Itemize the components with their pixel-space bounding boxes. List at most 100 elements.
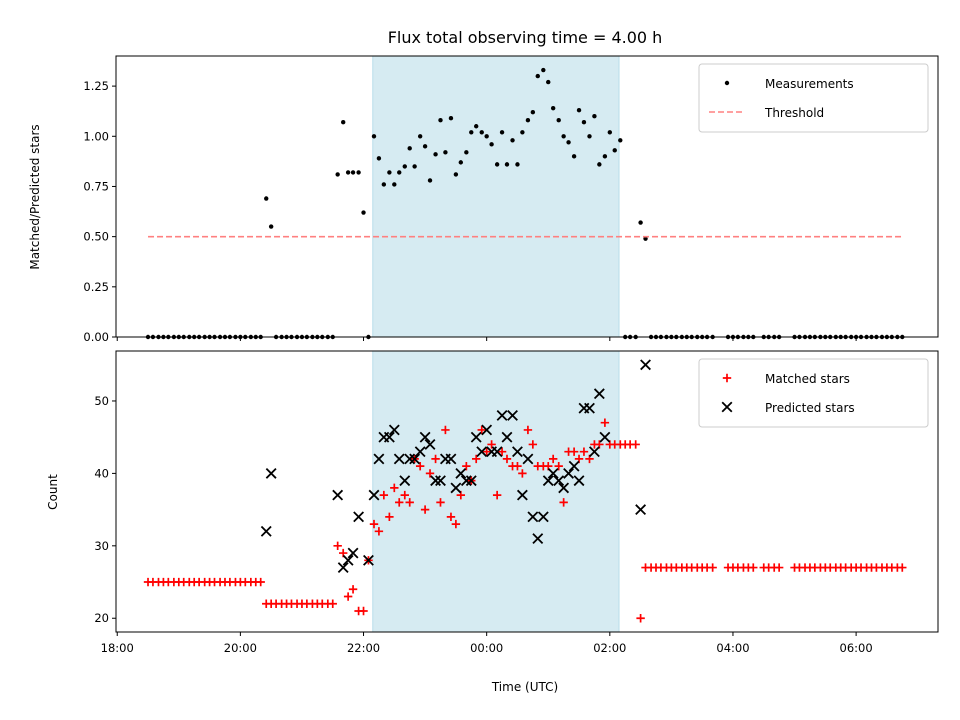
data-point — [451, 519, 461, 529]
y-tick-label: 0.25 — [83, 280, 109, 294]
data-point — [477, 425, 486, 435]
data-point — [491, 446, 503, 458]
data-point — [381, 182, 387, 187]
data-point — [455, 467, 467, 479]
data-point — [409, 453, 421, 465]
data-point — [566, 140, 571, 145]
data-point — [363, 554, 374, 566]
data-point — [568, 460, 580, 472]
data-point — [419, 431, 431, 443]
data-point — [569, 447, 579, 456]
legend-box — [698, 63, 929, 133]
data-point — [513, 461, 522, 471]
data-point — [328, 599, 337, 608]
data-point — [631, 440, 640, 449]
data-point — [469, 130, 474, 135]
data-point — [404, 453, 416, 465]
data-point — [397, 170, 402, 175]
data-point — [462, 461, 471, 471]
data-point — [573, 475, 585, 487]
data-point — [515, 162, 520, 167]
y-tick-label: 0.50 — [83, 230, 109, 244]
data-point — [332, 489, 344, 501]
axes-frame — [115, 350, 939, 633]
data-point — [484, 134, 489, 139]
data-point — [581, 120, 587, 125]
data-point — [379, 490, 389, 500]
data-point — [448, 116, 454, 121]
data-point — [520, 130, 525, 135]
data-point — [356, 170, 361, 175]
data-point — [256, 577, 265, 587]
data-point — [561, 134, 566, 139]
top-panel: 0.00 0.25 0.50 0.75 1.00 1.25 Measurements Thre… — [83, 55, 939, 344]
data-point — [497, 447, 507, 456]
data-point — [383, 431, 395, 443]
data-point — [898, 563, 907, 572]
data-point — [341, 120, 346, 125]
data-point — [388, 424, 400, 436]
data-point — [523, 425, 533, 435]
data-point — [607, 130, 613, 135]
data-point — [708, 563, 717, 572]
bottom-y-axis-label: Count — [46, 474, 60, 510]
legend: Matched stars Predicted stars — [698, 358, 929, 428]
data-point — [535, 73, 540, 79]
x-tick-label: 22:00 — [347, 641, 380, 655]
bottom-panel: 20 30 40 50 18:00 20:00 22:00 00:00 02:00 04:00 06… — [94, 350, 939, 655]
data-point — [393, 453, 405, 465]
data-point — [558, 482, 570, 494]
data-point — [774, 563, 784, 572]
data-point — [638, 220, 643, 225]
x-axis-label: Time (UTC) — [491, 680, 558, 694]
data-point — [427, 178, 433, 183]
data-point — [556, 118, 561, 123]
data-point — [431, 454, 440, 464]
data-point — [499, 130, 505, 135]
series-matched-stars — [143, 418, 907, 623]
data-point — [268, 224, 274, 229]
data-point — [400, 490, 409, 500]
x-tick-label: 02:00 — [593, 641, 626, 655]
data-point — [373, 453, 385, 465]
data-point — [422, 144, 428, 149]
y-tick-label: 0.75 — [83, 179, 109, 193]
legend: Measurements Threshold — [698, 63, 929, 133]
data-point — [600, 418, 610, 427]
data-point — [553, 475, 565, 487]
data-point — [554, 461, 563, 471]
data-point — [433, 152, 438, 157]
x-tick-label: 04:00 — [716, 641, 749, 655]
data-point — [476, 446, 488, 458]
data-point — [435, 475, 446, 487]
data-point — [474, 124, 479, 129]
data-point — [525, 118, 531, 123]
data-point — [530, 110, 536, 115]
data-point — [342, 554, 354, 566]
data-point — [464, 150, 469, 155]
axes-frame — [115, 55, 939, 338]
data-point — [547, 467, 559, 479]
data-point — [494, 162, 500, 167]
x-tick-label: 18:00 — [101, 641, 134, 655]
data-point — [546, 79, 551, 85]
data-point — [481, 424, 493, 436]
data-point — [438, 118, 443, 123]
data-point — [576, 107, 582, 113]
data-point — [749, 563, 758, 572]
data-point — [350, 170, 356, 175]
data-point — [571, 154, 577, 159]
data-point — [640, 359, 651, 371]
data-point — [512, 446, 523, 458]
data-point — [412, 164, 417, 169]
data-point — [453, 172, 459, 177]
data-point — [392, 182, 397, 187]
data-point — [395, 498, 404, 507]
data-point — [479, 130, 484, 135]
legend-label: Matched stars — [765, 372, 850, 386]
x-tick-label: 00:00 — [470, 641, 503, 655]
data-point — [425, 469, 435, 478]
data-point — [532, 533, 544, 545]
legend-label: Measurements — [765, 77, 854, 91]
